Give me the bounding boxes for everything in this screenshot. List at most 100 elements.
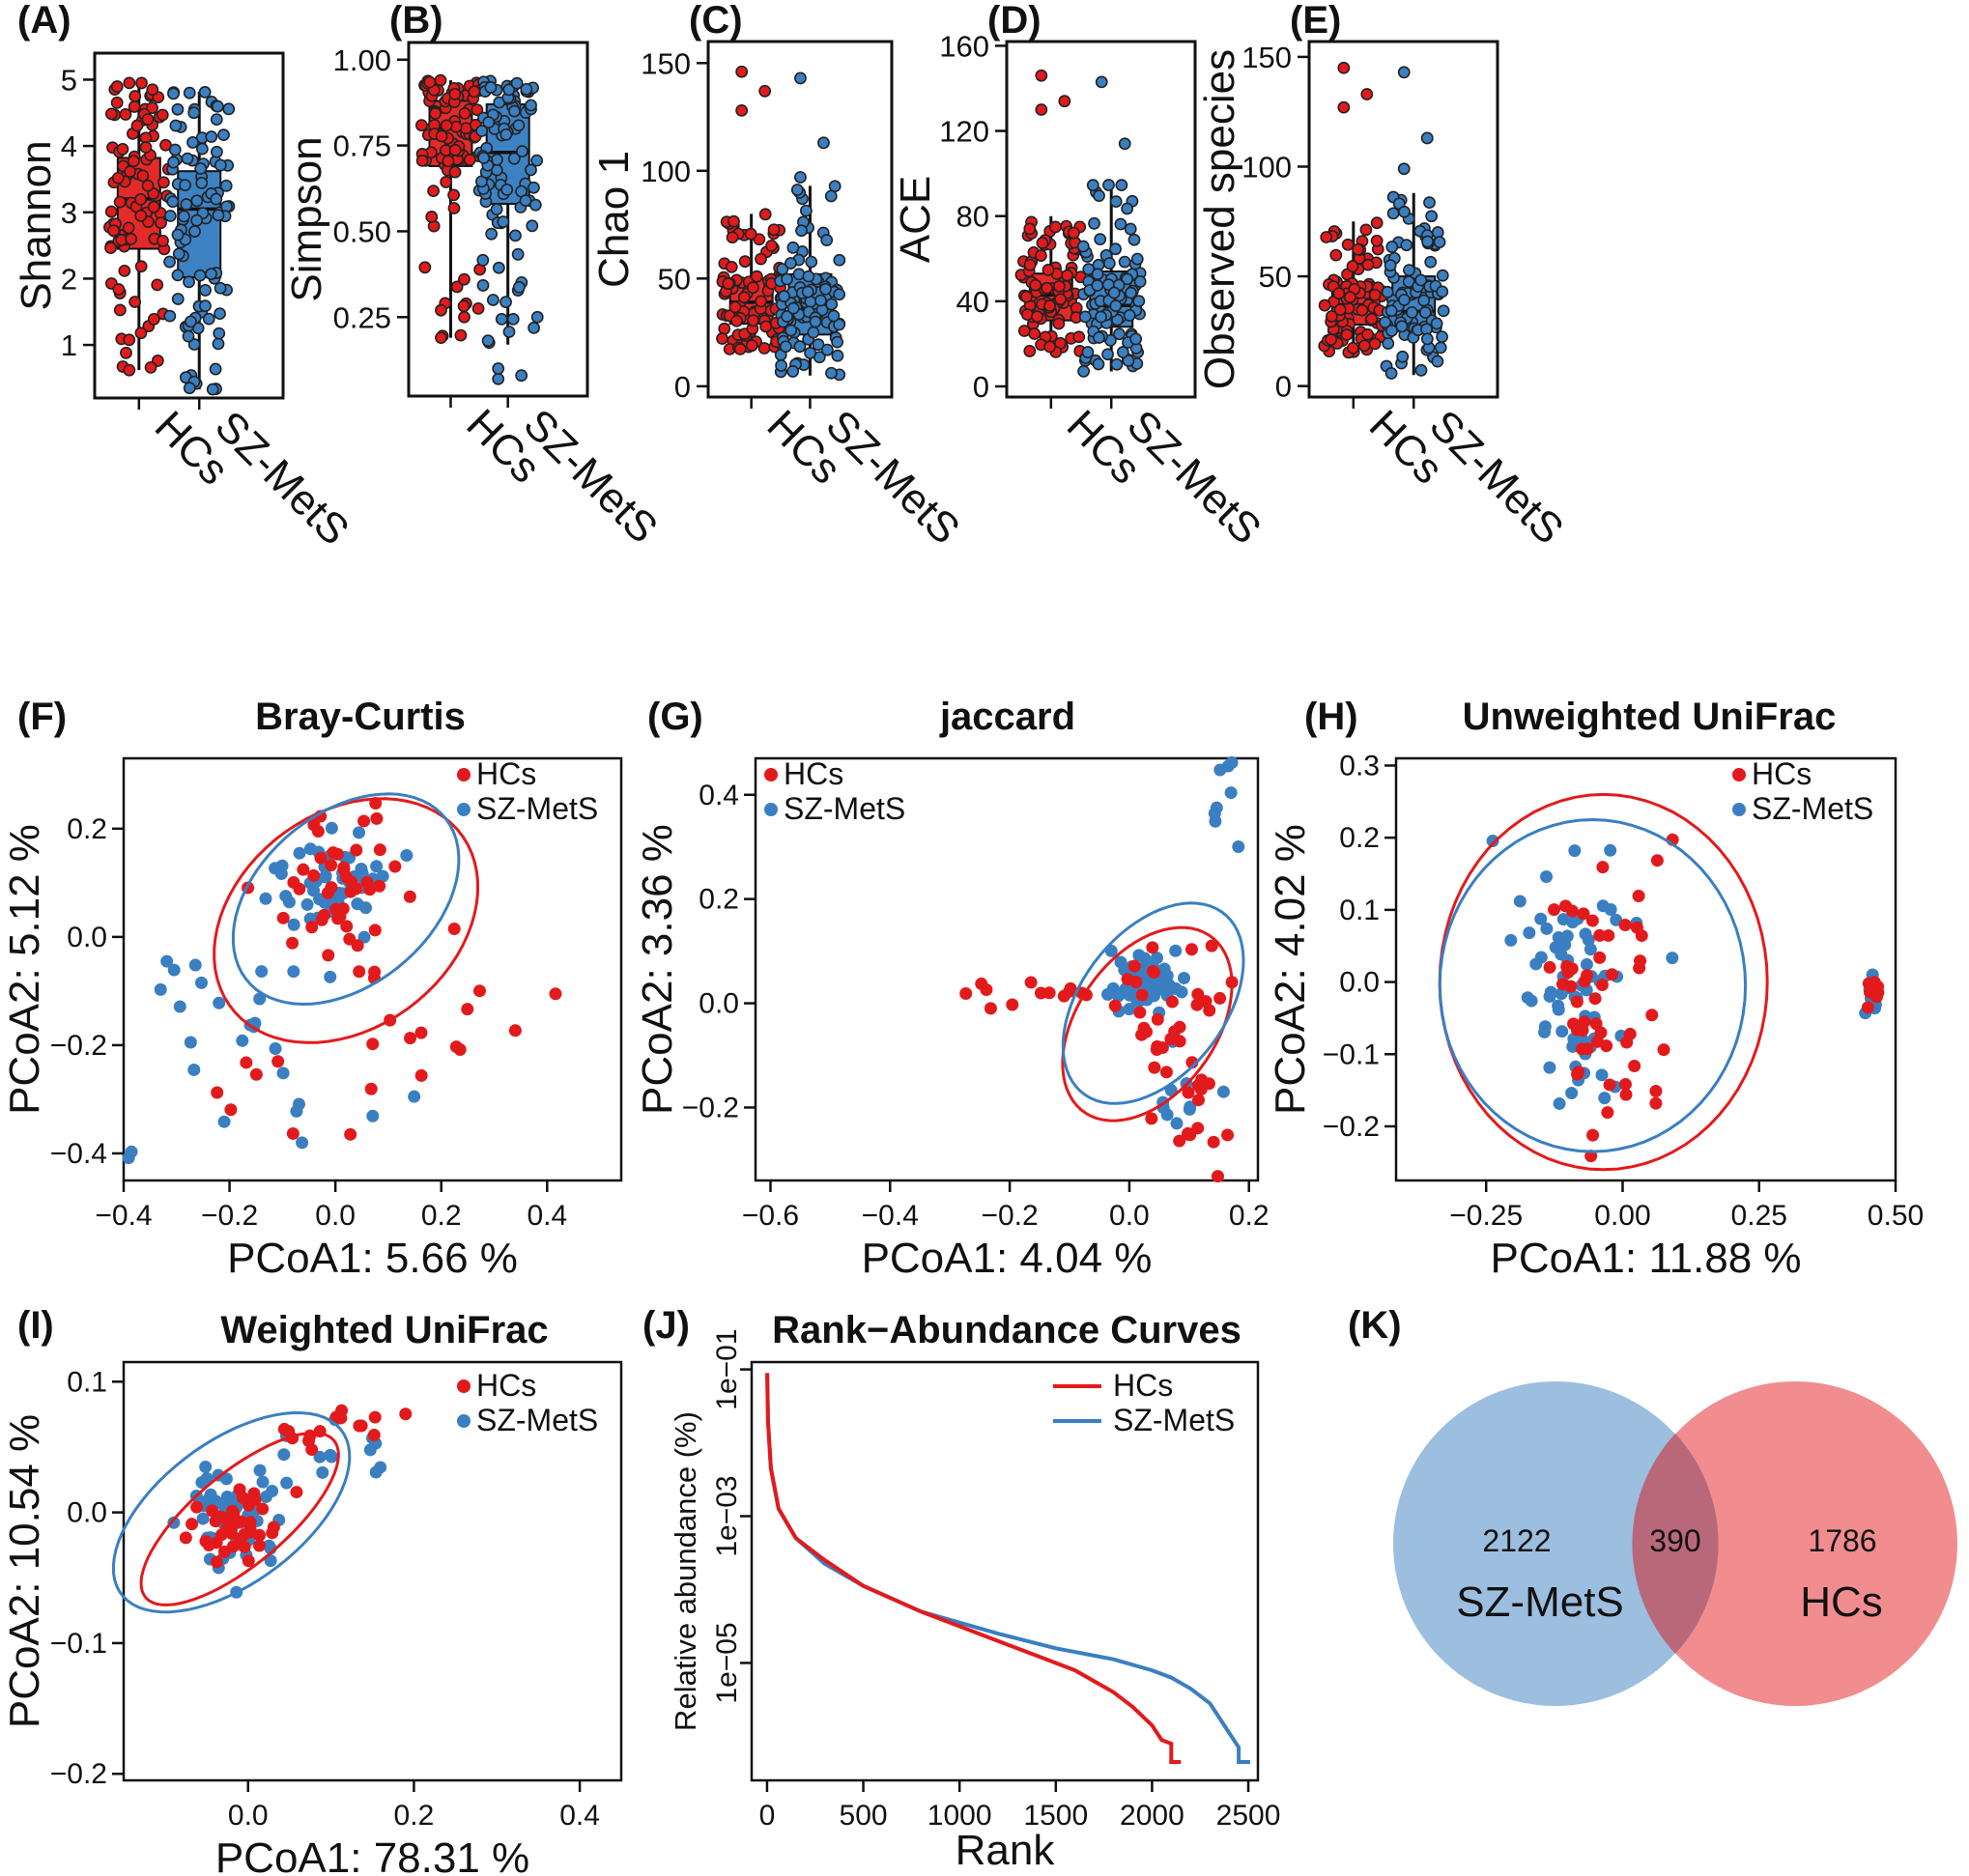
data-point (730, 314, 743, 327)
x-tick-label: 0.2 (421, 1200, 462, 1232)
data-point (1173, 1134, 1186, 1148)
ellipse-hcs (1061, 925, 1234, 1123)
data-point (1384, 367, 1398, 380)
data-point (366, 1037, 380, 1051)
data-point (825, 366, 838, 380)
data-point (1123, 1003, 1136, 1016)
x-tick-label: −0.6 (742, 1200, 799, 1232)
venn-circle-sz-mets (1393, 1381, 1718, 1706)
data-point (1184, 1100, 1197, 1114)
data-point (1434, 341, 1447, 355)
legend-label: HCs (476, 1368, 536, 1403)
data-point (1423, 196, 1436, 210)
data-point (269, 862, 282, 875)
outlier-point (492, 362, 505, 375)
data-point (1548, 903, 1561, 917)
data-point (1343, 291, 1356, 304)
data-point (442, 155, 455, 168)
data-point (1649, 1085, 1663, 1098)
outlier-point (435, 303, 447, 317)
data-point (286, 936, 300, 950)
data-point (1191, 1122, 1205, 1135)
data-point (1361, 327, 1374, 341)
x-axis-label: PCoA1: 78.31 % (215, 1834, 529, 1876)
data-point (1628, 1060, 1641, 1073)
data-point (160, 954, 174, 968)
data-point (1565, 1086, 1579, 1099)
data-point (482, 116, 496, 129)
data-point (423, 75, 437, 89)
panel-label: (I) (17, 1304, 54, 1347)
data-point (253, 1539, 267, 1552)
legend-label: HCs (1113, 1368, 1173, 1403)
data-point (820, 343, 834, 356)
x-tick-label: SZ-MetS (515, 400, 667, 552)
data-point (123, 333, 136, 347)
data-point (1365, 312, 1379, 326)
data-point (353, 965, 366, 979)
outlier-point (1058, 95, 1071, 108)
y-tick-label: −0.2 (682, 1092, 739, 1123)
data-point (210, 192, 223, 206)
data-point (454, 328, 468, 342)
data-point (458, 106, 471, 120)
data-point (447, 202, 461, 214)
x-tick-label: SZ-MetS (816, 401, 968, 553)
data-point (1177, 971, 1190, 984)
data-point (1024, 976, 1038, 989)
panel-label: (E) (1290, 0, 1341, 42)
data-point (1182, 1086, 1195, 1099)
data-point (163, 255, 176, 269)
data-point (179, 1531, 192, 1545)
outlier-point (1095, 75, 1108, 89)
data-point (134, 209, 148, 222)
data-point (403, 890, 416, 903)
data-point (199, 1460, 213, 1473)
plot-frame (93, 51, 285, 400)
outlier-point (1420, 131, 1434, 145)
data-point (373, 879, 386, 893)
data-point (1151, 1012, 1164, 1026)
y-tick-label: 0 (674, 370, 691, 404)
data-point (376, 869, 389, 883)
data-point (1595, 1068, 1609, 1082)
y-axis-label: Chao 1 (590, 151, 638, 288)
data-point (1385, 241, 1399, 253)
data-point (1111, 989, 1125, 1003)
data-point (1211, 1170, 1224, 1183)
data-point (290, 1104, 303, 1118)
data-point (199, 1535, 213, 1549)
data-point (1424, 255, 1438, 269)
data-point (1132, 295, 1146, 308)
data-point (186, 136, 199, 149)
data-point (781, 310, 793, 323)
data-point (833, 318, 845, 331)
data-point (1386, 207, 1400, 220)
data-point (1115, 179, 1128, 192)
data-point (256, 1475, 270, 1489)
data-point (1133, 275, 1147, 288)
data-point (463, 154, 476, 166)
data-point (1395, 320, 1409, 333)
data-point (355, 1419, 368, 1433)
data-point (317, 908, 330, 922)
data-point (1552, 931, 1565, 945)
data-point (255, 965, 269, 979)
panel-label: (F) (17, 696, 67, 738)
x-tick-label: 0.0 (228, 1800, 269, 1832)
data-point (778, 290, 790, 303)
data-point (1318, 298, 1331, 312)
y-tick-label: 0.50 (333, 214, 391, 248)
data-point (1370, 234, 1384, 247)
legend-label: HCs (784, 756, 843, 791)
x-tick-label: 0.25 (1731, 1200, 1787, 1232)
data-point (404, 1032, 417, 1045)
data-point (134, 192, 147, 206)
y-tick-label: 160 (939, 29, 989, 63)
data-point (141, 179, 155, 192)
data-point (1101, 348, 1114, 361)
data-point (1333, 303, 1347, 316)
data-point (1081, 346, 1095, 358)
y-tick-label: 150 (1241, 41, 1292, 74)
